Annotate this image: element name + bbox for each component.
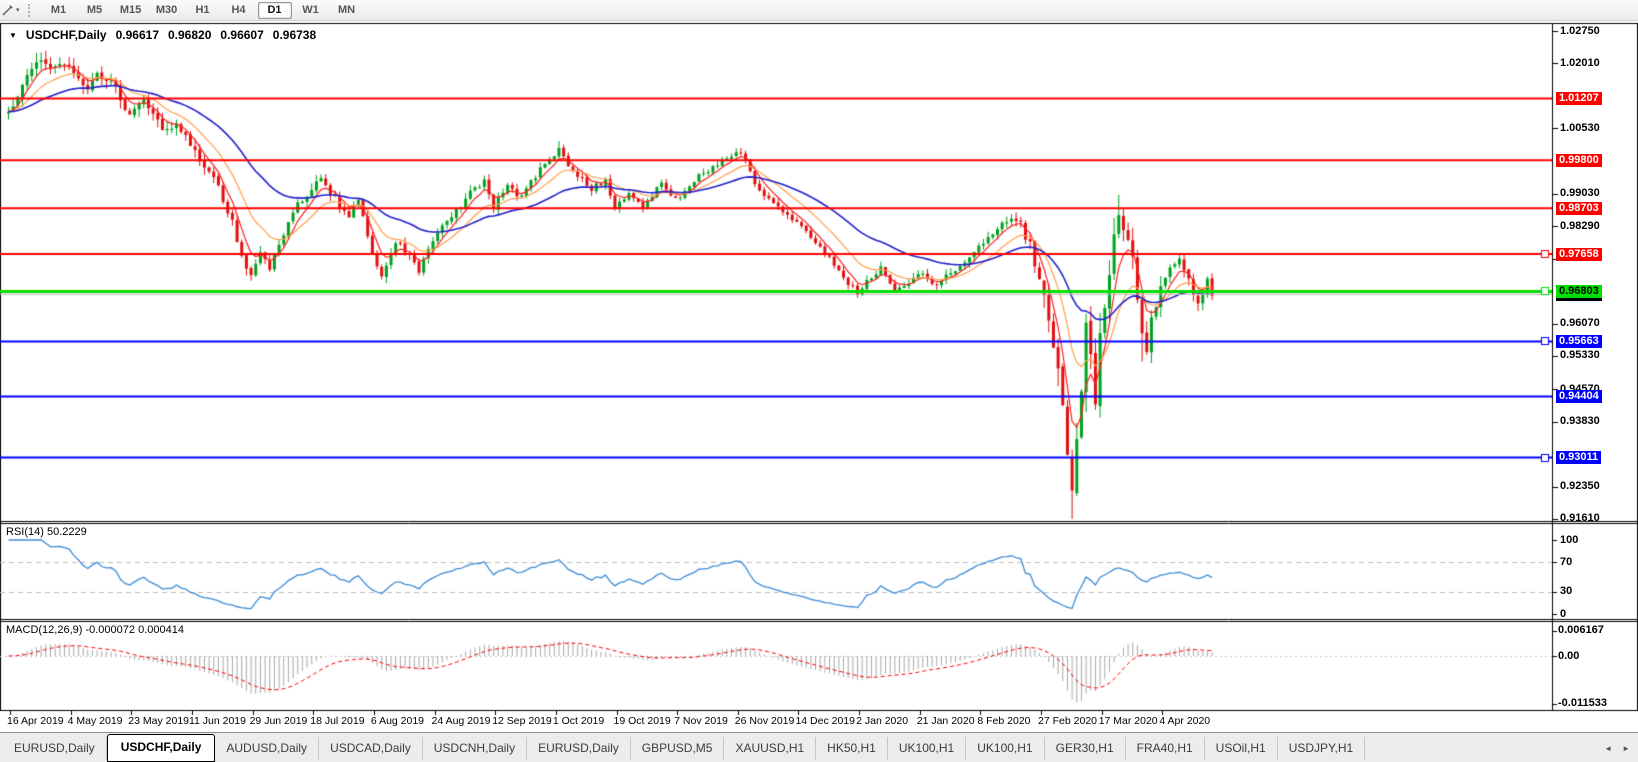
date-axis-label: 16 Apr 2019 xyxy=(7,715,64,727)
price-axis-tick: 0.91610 xyxy=(1560,512,1600,525)
resistance-price-label: 0.97658 xyxy=(1556,247,1602,261)
ohlc-close: 0.96738 xyxy=(272,28,317,42)
price-axis-tick: 0.98290 xyxy=(1560,219,1600,232)
chart-title: ▼ USDCHF,Daily 0.96617 0.96820 0.96607 0… xyxy=(9,28,316,42)
timeframe-button-mn[interactable]: MN xyxy=(337,3,356,16)
tab-scroll-right-icon[interactable]: ► xyxy=(1622,744,1630,753)
date-axis-label: 8 Feb 2020 xyxy=(977,715,1031,727)
date-axis-label: 7 Nov 2019 xyxy=(674,715,728,727)
date-axis-label: 29 Jun 2019 xyxy=(249,715,308,727)
ohlc-open: 0.96617 xyxy=(115,28,159,42)
tab-scroll-left-icon[interactable]: ◄ xyxy=(1604,744,1613,753)
date-axis-label: 4 May 2019 xyxy=(67,715,123,727)
date-axis-label: 14 Dec 2019 xyxy=(795,715,855,727)
price-axis-tick: 0.95330 xyxy=(1560,349,1600,362)
chart-tab-xauusd-h1[interactable]: XAUUSD,H1 xyxy=(724,737,817,760)
pivot-price-label: 0.96803 xyxy=(1556,284,1602,298)
date-axis-label: 27 Feb 2020 xyxy=(1038,715,1098,727)
date-axis-label: 2 Jan 2020 xyxy=(856,715,909,727)
support-price-label: 0.93011 xyxy=(1556,451,1602,465)
cursor-tool-icon xyxy=(2,4,13,15)
price-axis-tick: 1.02750 xyxy=(1560,24,1600,37)
collapse-triangle-icon[interactable]: ▼ xyxy=(9,31,17,40)
date-axis-label: 23 May 2019 xyxy=(128,715,190,727)
chevron-down-icon: ▾ xyxy=(16,7,20,14)
chart-tab-uk100-h1[interactable]: UK100,H1 xyxy=(888,737,967,760)
toolbar-grip-handle[interactable] xyxy=(27,3,34,17)
support-price-label: 0.95663 xyxy=(1556,334,1602,348)
date-axis-label: 1 Oct 2019 xyxy=(552,715,605,727)
date-axis-label: 19 Oct 2019 xyxy=(613,715,671,727)
price-axis-tick: 0.93830 xyxy=(1560,415,1600,428)
price-axis-tick: 1.02010 xyxy=(1560,56,1600,69)
ohlc-high: 0.96820 xyxy=(168,28,212,42)
support-price-label: 0.94404 xyxy=(1556,390,1602,404)
rsi-indicator-label: RSI(14) 50.2229 xyxy=(6,526,87,538)
macd-indicator-label: MACD(12,26,9) -0.000072 0.000414 xyxy=(6,624,184,636)
chart-tab-ger30-h1[interactable]: GER30,H1 xyxy=(1045,737,1126,760)
chart-tab-fra40-h1[interactable]: FRA40,H1 xyxy=(1126,737,1205,760)
price-axis-tick: 0.92350 xyxy=(1560,480,1600,493)
timeframe-button-m5[interactable]: M5 xyxy=(86,3,103,16)
chart-tab-audusd-daily[interactable]: AUDUSD,Daily xyxy=(215,737,320,760)
date-axis-label: 18 Jul 2019 xyxy=(310,715,365,727)
chart-tab-usdcnh-daily[interactable]: USDCNH,Daily xyxy=(423,737,528,760)
chart-tab-bar: EURUSD,Daily USDCHF,Daily AUDUSD,Daily USDC… xyxy=(0,732,1638,762)
resistance-price-label: 0.99800 xyxy=(1556,153,1602,167)
tab-scroll-arrows: ◄ ► xyxy=(1604,744,1630,753)
timeframe-button-w1[interactable]: W1 xyxy=(302,3,319,16)
chart-canvas[interactable] xyxy=(0,21,1638,732)
date-axis-label: 11 Jun 2019 xyxy=(188,715,246,727)
chart-tab-gbpusd-m5[interactable]: GBPUSD,M5 xyxy=(631,737,725,760)
chart-tab-usdcad-daily[interactable]: USDCAD,Daily xyxy=(319,737,423,760)
date-axis-label: 17 Mar 2020 xyxy=(1098,715,1158,727)
timeframe-button-m30[interactable]: M30 xyxy=(155,3,178,16)
chart-tab-hk50-h1[interactable]: HK50,H1 xyxy=(816,737,888,760)
timeframe-buttons: M1 M5 M15 M30 H1 H4 D1 W1 MN xyxy=(41,1,365,19)
chart-tab-usdchf-daily[interactable]: USDCHF,Daily xyxy=(106,734,216,762)
resistance-price-label: 0.98703 xyxy=(1556,201,1602,215)
timeframe-button-h4[interactable]: H4 xyxy=(231,3,246,16)
macd-axis-tick: -0.011533 xyxy=(1558,697,1607,710)
timeframe-button-d1[interactable]: D1 xyxy=(257,1,292,19)
timeframe-button-m1[interactable]: M1 xyxy=(50,3,67,16)
date-axis-label: 12 Sep 2019 xyxy=(492,715,552,727)
chart-tab-eurusd-daily[interactable]: EURUSD,Daily xyxy=(3,737,107,760)
rsi-axis-tick: 100 xyxy=(1560,533,1579,546)
date-axis-label: 21 Jan 2020 xyxy=(916,715,975,727)
rsi-axis-tick: 0 xyxy=(1560,607,1567,620)
ohlc-low: 0.96607 xyxy=(220,28,264,42)
chart-symbol-label: USDCHF,Daily xyxy=(25,28,107,42)
timeframe-button-m15[interactable]: M15 xyxy=(119,3,142,16)
macd-axis-tick: 0.00 xyxy=(1558,649,1580,662)
date-axis-label: 24 Aug 2019 xyxy=(431,715,491,727)
date-axis-label: 4 Apr 2020 xyxy=(1159,715,1211,727)
toolbar: ▾ M1 M5 M15 M30 H1 H4 D1 W1 MN xyxy=(0,0,1638,21)
date-axis-label: 6 Aug 2019 xyxy=(370,715,425,727)
cursor-tool-button[interactable]: ▾ xyxy=(0,3,23,18)
price-axis-tick: 0.99030 xyxy=(1560,187,1600,200)
resistance-price-label: 1.01207 xyxy=(1556,92,1602,106)
chart-tab-uk100-h1[interactable]: UK100,H1 xyxy=(966,737,1045,760)
chart-tab-usdjpy-h1[interactable]: USDJPY,H1 xyxy=(1278,737,1366,760)
price-axis-tick: 1.00530 xyxy=(1560,121,1600,134)
rsi-axis-tick: 30 xyxy=(1560,585,1573,598)
chart-tab-usoil-h1[interactable]: USOil,H1 xyxy=(1205,737,1278,760)
chart-window: ▼ USDCHF,Daily 0.96617 0.96820 0.96607 0… xyxy=(0,21,1638,732)
timeframe-button-h1[interactable]: H1 xyxy=(195,3,210,16)
date-axis-label: 26 Nov 2019 xyxy=(734,715,795,727)
rsi-axis-tick: 70 xyxy=(1560,555,1573,568)
chart-tabs: EURUSD,Daily USDCHF,Daily AUDUSD,Daily USDC… xyxy=(3,733,1366,762)
price-axis-tick: 0.96070 xyxy=(1560,317,1600,330)
macd-axis-tick: 0.006167 xyxy=(1558,624,1604,637)
chart-tab-eurusd-daily[interactable]: EURUSD,Daily xyxy=(527,737,631,760)
